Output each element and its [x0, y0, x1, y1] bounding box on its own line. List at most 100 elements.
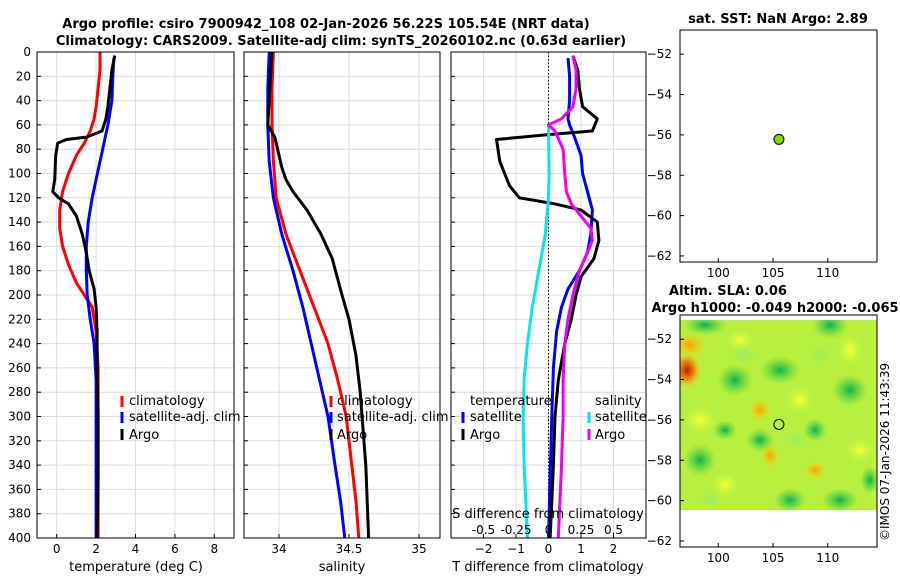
- salinity-tick-labels: 34 34.5 35: [271, 542, 426, 556]
- sla-panel-title-line2: Argo h1000: -0.049 h2000: -0.065: [651, 301, 898, 316]
- sst-map-panel: −52 −54 −56 −58 −60 −62 100 105 110: [647, 29, 878, 280]
- sla-blob: [726, 330, 754, 350]
- x-tick-label: 110: [816, 266, 839, 280]
- sla-tick-labels: −52 −54 −56 −58 −60 −62 100 105 110: [647, 332, 840, 565]
- y-tick-label: −54: [647, 373, 672, 387]
- difference-axes-box: [450, 51, 647, 539]
- y-tick-label: 220: [8, 312, 31, 326]
- sla-blob: [846, 438, 874, 462]
- s-tick-label: 0.25: [568, 523, 595, 537]
- y-tick-label: −62: [647, 249, 672, 263]
- temperature-grid: [37, 51, 234, 539]
- y-tick-label: 0: [23, 45, 31, 59]
- x-tick-label: 105: [762, 551, 785, 565]
- y-tick-label: 100: [8, 167, 31, 181]
- x-tick-label: 8: [210, 542, 218, 556]
- x-tick-label: 35: [411, 542, 426, 556]
- temperature-legend: climatology satellite-adj. clim Argo: [120, 394, 241, 443]
- legend-s-satellite-label: satellite: [595, 410, 647, 425]
- x-tick-label: 100: [707, 551, 730, 565]
- legend-t-argo-label: Argo: [470, 428, 500, 443]
- sla-blob: [783, 430, 807, 450]
- sla-blob: [748, 398, 772, 422]
- x-tick-label: 1: [577, 542, 585, 556]
- sla-blob: [713, 420, 737, 440]
- y-tick-label: −58: [647, 168, 672, 182]
- s-tick-label: -0.25: [500, 523, 531, 537]
- sla-blob: [684, 444, 716, 476]
- y-tick-label: −52: [647, 47, 672, 61]
- s-difference-label: S difference from climatology: [452, 507, 644, 522]
- legend-temperature-heading: temperature: [470, 394, 552, 409]
- legend-salinity-heading: salinity: [595, 394, 642, 409]
- y-tick-label: 60: [16, 118, 31, 132]
- legend-s-argo-label: Argo: [595, 428, 625, 443]
- sla-panel-title-line1: Altim. SLA: 0.06: [669, 284, 787, 299]
- x-tick-label: −1: [507, 542, 525, 556]
- y-tick-label: −60: [647, 494, 672, 508]
- legend-satellite-label: satellite-adj. clim: [129, 410, 241, 425]
- sla-blob: [760, 356, 800, 384]
- y-tick-label: 300: [8, 410, 31, 424]
- legend-climatology-label: climatology: [337, 394, 413, 409]
- sla-blob: [786, 386, 814, 414]
- sla-blob: [774, 488, 806, 510]
- y-tick-label: 360: [8, 482, 31, 496]
- sla-blob: [832, 374, 868, 406]
- sla-axes-box: [679, 314, 878, 548]
- sla-blob: [711, 473, 739, 497]
- series-line-argo: [266, 51, 371, 539]
- y-tick-label: 160: [8, 239, 31, 253]
- y-tick-label: 180: [8, 264, 31, 278]
- x-tick-label: 110: [816, 551, 839, 565]
- sst-panel-title: sat. SST: NaN Argo: 2.89: [688, 12, 868, 27]
- y-tick-label: 80: [16, 142, 31, 156]
- y-tick-label: 320: [8, 434, 31, 448]
- x-tick-label: 2: [92, 542, 100, 556]
- sst-tick-labels: −52 −54 −56 −58 −60 −62 100 105 110: [647, 47, 840, 280]
- sla-blob: [838, 334, 862, 366]
- difference-panel: −2 −1 0 1 2 S difference from climatology -0…: [450, 51, 647, 575]
- sla-blob: [808, 343, 832, 367]
- salinity-xlabel: salinity: [319, 560, 366, 575]
- argo-position-marker: [773, 418, 785, 430]
- series-line-salinity-satellite: [521, 124, 551, 539]
- y-tick-label: 400: [8, 531, 31, 545]
- y-tick-label: 120: [8, 191, 31, 205]
- y-tick-label: 380: [8, 507, 31, 521]
- sla-blob: [812, 320, 848, 339]
- sla-map-panel: −52 −54 −56 −58 −60 −62 100 105 110: [647, 314, 878, 565]
- y-tick-label: 260: [8, 361, 31, 375]
- sla-blob: [803, 418, 827, 442]
- y-tick-label: −60: [647, 209, 672, 223]
- sla-blob: [680, 352, 701, 388]
- x-tick-label: 105: [762, 266, 785, 280]
- temperature-tick-labels: 0204060801001201401601802002202402602803…: [8, 45, 218, 556]
- sst-axes-box: [679, 29, 878, 263]
- sla-blob: [684, 406, 716, 434]
- salinity-series: [266, 51, 371, 539]
- x-tick-label: −2: [475, 542, 493, 556]
- y-tick-label: −56: [647, 128, 672, 142]
- y-tick-label: 140: [8, 215, 31, 229]
- s-tick-label: 0.5: [604, 523, 623, 537]
- figure-title-line1: Argo profile: csiro 7900942_108 02-Jan-2…: [62, 17, 589, 32]
- salinity-legend: climatology satellite-adj. clim Argo: [329, 394, 449, 443]
- s-tick-label: -0.5: [472, 523, 495, 537]
- imos-watermark: ©IMOS 07-Jan-2026 11:43:39: [878, 363, 892, 541]
- x-tick-label: 0: [545, 542, 553, 556]
- sst-argo-marker-layer: [773, 133, 785, 145]
- temperature-xlabel: temperature (deg C): [69, 560, 203, 575]
- series-line-argo: [495, 55, 601, 539]
- x-tick-label: 6: [171, 542, 179, 556]
- x-tick-label: 100: [707, 266, 730, 280]
- t-difference-xlabel: T difference from climatology: [451, 560, 644, 575]
- series-line-temperature-satellite: [547, 57, 594, 539]
- series-line-satellite-adj-clim: [266, 51, 347, 539]
- salinity-axes-box: [243, 51, 441, 539]
- legend-satellite-label: satellite-adj. clim: [337, 410, 449, 425]
- sla-blob: [803, 460, 827, 480]
- temperature-series: [51, 52, 117, 539]
- sla-blob: [822, 488, 858, 510]
